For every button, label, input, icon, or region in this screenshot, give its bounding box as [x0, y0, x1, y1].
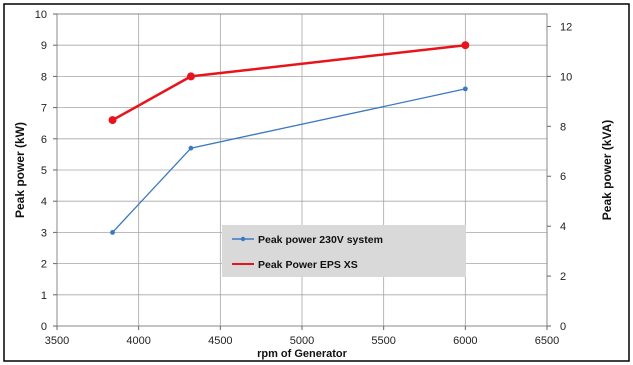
- x-tick-label: 5000: [290, 335, 314, 347]
- y-axis-title: Peak power (kW): [13, 122, 27, 218]
- y-tick-label: 0: [41, 321, 47, 333]
- legend-marker-series-1: [240, 236, 246, 242]
- x-tick-label: 6000: [453, 335, 477, 347]
- x-axis-title: rpm of Generator: [257, 348, 348, 360]
- y2-tick-label: 8: [560, 121, 566, 133]
- y-tick-label: 5: [41, 165, 47, 177]
- y-tick-label: 1: [41, 290, 47, 302]
- y-tick-label: 8: [41, 71, 47, 83]
- y-tick-label: 7: [41, 103, 47, 115]
- chart-outer-border: [3, 3, 630, 362]
- y2-tick-label: 2: [560, 271, 566, 283]
- series-2-point: [108, 116, 117, 125]
- x-tick-label: 4500: [208, 335, 232, 347]
- legend-label-series-1: Peak power 230V system: [258, 234, 383, 246]
- series-2-point: [186, 72, 195, 81]
- y2-tick-label: 12: [560, 21, 572, 33]
- y-tick-label: 6: [41, 134, 47, 146]
- y-tick-label: 2: [41, 259, 47, 271]
- y2-tick-label: 10: [560, 71, 572, 83]
- series-line-2: [111, 43, 466, 122]
- series-layer: [108, 41, 470, 235]
- series-1-point: [188, 145, 194, 151]
- x-tick-label: 5500: [371, 335, 395, 347]
- y-tick-label: 9: [41, 40, 47, 52]
- y-tick-label: 4: [41, 196, 47, 208]
- series-2-point: [461, 41, 470, 50]
- legend: Peak power 230V system Peak Power EPS XS: [222, 225, 466, 277]
- legend-box: [222, 225, 466, 277]
- x-tick-label: 3500: [45, 335, 69, 347]
- y2-axis-title: Peak power (kVA): [600, 120, 614, 220]
- series-line-1: [112, 88, 466, 233]
- y-tick-label: 3: [41, 227, 47, 239]
- y-tick-label: 10: [35, 9, 47, 21]
- y2-tick-label: 6: [560, 171, 566, 183]
- x-tick-label: 6500: [535, 335, 559, 347]
- y2-tick-label: 4: [560, 221, 566, 233]
- y2-tick-label: 0: [560, 321, 566, 333]
- grid-layer: [56, 13, 548, 327]
- x-tick-label: 4000: [126, 335, 150, 347]
- legend-label-series-2: Peak Power EPS XS: [258, 259, 358, 271]
- series-1-point: [110, 230, 115, 235]
- series-1-point: [462, 86, 468, 92]
